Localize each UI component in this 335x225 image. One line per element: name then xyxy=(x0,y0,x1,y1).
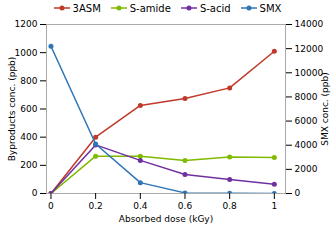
svg-text:4000: 4000 xyxy=(295,140,318,150)
html-text:3ASM: 3ASM xyxy=(72,2,101,14)
svg-text:0.6: 0.6 xyxy=(178,201,193,211)
svg-text:1200: 1200 xyxy=(15,19,38,29)
html-text:S-acid: S-acid xyxy=(199,2,231,14)
svg-text:1000: 1000 xyxy=(15,48,38,58)
svg-text:200: 200 xyxy=(20,160,37,170)
svg-text:0.2: 0.2 xyxy=(88,201,102,211)
svg-text:14000: 14000 xyxy=(295,19,324,29)
svg-text:1: 1 xyxy=(271,201,277,211)
svg-text:2000: 2000 xyxy=(295,164,318,174)
svg-text:Byproducts conc. (ppb): Byproducts conc. (ppb) xyxy=(7,57,17,162)
svg-text:0.4: 0.4 xyxy=(133,201,148,211)
svg-text:8000: 8000 xyxy=(295,92,318,102)
svg-text:0: 0 xyxy=(32,188,38,198)
svg-text:12000: 12000 xyxy=(295,44,324,54)
svg-text:600: 600 xyxy=(20,104,37,114)
svg-text:800: 800 xyxy=(20,76,37,86)
html-text:SMX: SMX xyxy=(259,2,282,14)
svg-text:6000: 6000 xyxy=(295,116,318,126)
html-text:S-amide: S-amide xyxy=(129,2,171,14)
svg-text:0: 0 xyxy=(295,188,301,198)
svg-text:0.8: 0.8 xyxy=(222,201,237,211)
svg-text:0: 0 xyxy=(48,201,54,211)
svg-text:400: 400 xyxy=(20,132,37,142)
svg-text:SMX conc. (ppb): SMX conc. (ppb) xyxy=(320,72,330,146)
svg-text:10000: 10000 xyxy=(294,67,324,78)
svg-text:Absorbed dose (kGy): Absorbed dose (kGy) xyxy=(119,214,213,224)
